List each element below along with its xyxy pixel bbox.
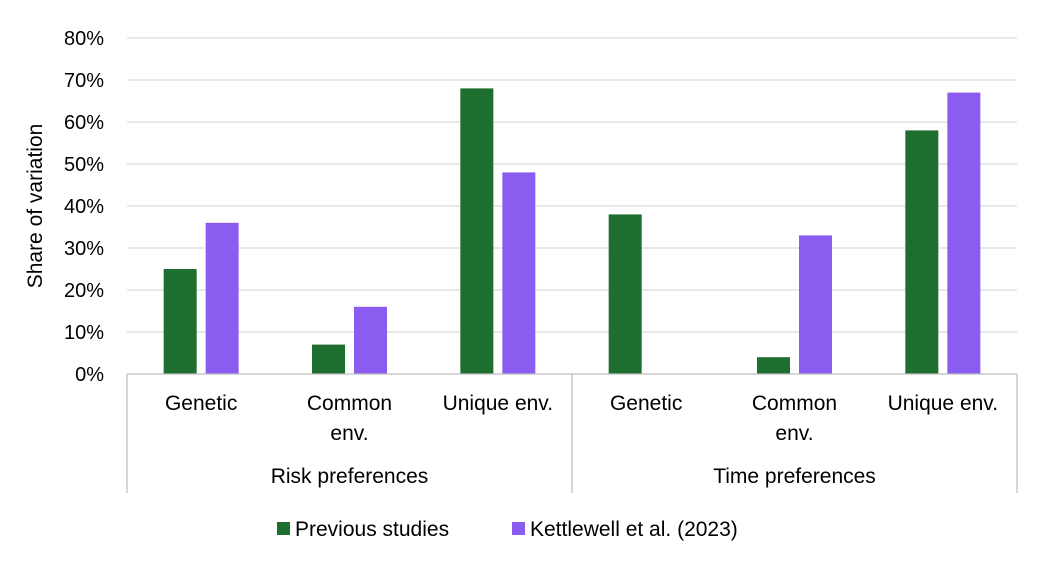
y-tick-label: 20% <box>64 280 104 302</box>
y-tick-label: 0% <box>75 364 104 386</box>
bar-kettlewell-2023 <box>354 306 387 374</box>
y-axis-tick-labels: 0% 10% 20% 30% 40% 50% 60% 70% 80% <box>64 28 104 386</box>
bar-kettlewell-2023 <box>947 92 981 374</box>
y-tick-label: 60% <box>64 112 104 134</box>
x-category-label: Common env. <box>307 392 392 445</box>
y-tick-label: 50% <box>64 154 104 176</box>
bar-previous-studies <box>460 88 494 375</box>
bars <box>163 88 981 375</box>
y-tick-label: 70% <box>64 70 104 92</box>
x-axis: Genetic Common env. Unique env. Risk prefere… <box>126 373 1018 493</box>
bar-previous-studies <box>163 269 197 374</box>
y-axis-title: Share of variation <box>24 124 47 289</box>
bar-previous-studies <box>312 344 345 374</box>
bar-kettlewell-2023 <box>799 235 832 374</box>
gridlines <box>127 37 1017 333</box>
y-tick-label: 30% <box>64 238 104 260</box>
x-category-label: Genetic <box>610 392 682 415</box>
x-category-label: Genetic <box>165 392 237 415</box>
legend-swatch <box>512 522 525 535</box>
legend-label: Kettlewell et al. (2023) <box>530 518 738 541</box>
y-tick-label: 40% <box>64 196 104 218</box>
legend: Previous studies Kettlewell et al. (2023) <box>277 518 738 541</box>
x-group-label: Risk preferences <box>271 465 429 488</box>
legend-label: Previous studies <box>295 518 449 541</box>
x-group-label: Time preferences <box>713 465 876 488</box>
x-category-label: Unique env. <box>443 392 554 415</box>
bar-previous-studies <box>608 214 642 374</box>
x-category-label: Unique env. <box>888 392 999 415</box>
legend-swatch <box>277 522 290 535</box>
bar-previous-studies <box>905 130 939 374</box>
bar-kettlewell-2023 <box>205 222 239 374</box>
x-category-label: Common env. <box>752 392 837 445</box>
bar-kettlewell-2023 <box>502 172 536 374</box>
bar-previous-studies <box>757 357 790 374</box>
y-tick-label: 10% <box>64 322 104 344</box>
y-tick-label: 80% <box>64 28 104 50</box>
